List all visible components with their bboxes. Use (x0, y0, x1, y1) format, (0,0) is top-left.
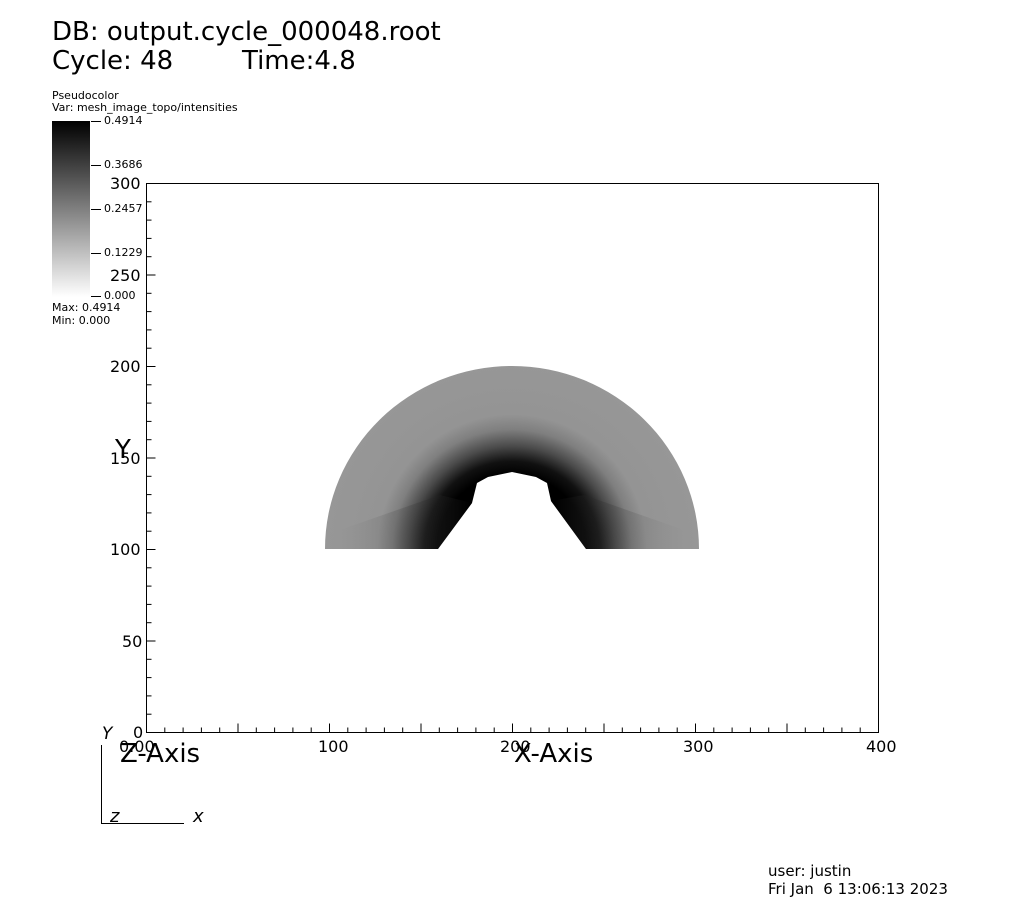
orientation-triad (101, 745, 184, 824)
legend-ticks (91, 121, 101, 297)
legend-tick-label: 0.3686 (104, 158, 143, 171)
y-tick-label: 200 (110, 357, 141, 376)
legend-color-bar (52, 121, 90, 297)
y-tick-label: 150 (110, 449, 141, 468)
legend-tick-label: 0.4914 (104, 114, 143, 127)
z-axis-title: Z-Axis (120, 739, 201, 769)
legend-plot-type: Pseudocolor (52, 89, 119, 102)
legend-tick-label: 0.1229 (104, 246, 143, 259)
triad-x-label: x (193, 806, 204, 827)
triad-y-label: Y (102, 724, 113, 744)
db-title: DB: output.cycle_000048.root (52, 17, 441, 47)
y-tick-label: 300 (110, 174, 141, 193)
time-label: Time:4.8 (242, 46, 356, 76)
x-tick-label: 100 (318, 737, 349, 756)
y-tick-label: 100 (110, 540, 141, 559)
legend-min: Min: 0.000 (52, 314, 111, 327)
triad-z-label: z (110, 806, 120, 827)
y-tick-label: 250 (110, 266, 141, 285)
datetime-label: Fri Jan 6 13:06:13 2023 (768, 880, 948, 898)
y-tick-label: 50 (122, 632, 143, 651)
legend-max: Max: 0.4914 (52, 301, 121, 314)
legend-tick-label: 0.2457 (104, 202, 143, 215)
data-shape (325, 366, 699, 549)
x-axis-ticks (146, 723, 879, 733)
user-label: user: justin (768, 862, 852, 880)
x-tick-label: 400 (866, 737, 897, 756)
y-axis-ticks (146, 183, 156, 733)
y-axis-title: Y (115, 435, 131, 465)
y-tick-label: 0 (133, 723, 144, 742)
x-tick-label: 0.00 (119, 737, 155, 756)
x-tick-label: 200 (500, 737, 531, 756)
legend-tick-label: 0.000 (104, 289, 136, 302)
cycle-label: Cycle: 48 (52, 46, 174, 76)
legend-variable: Var: mesh_image_topo/intensities (52, 101, 238, 114)
x-axis-title: X-Axis (514, 739, 594, 769)
x-tick-label: 300 (683, 737, 714, 756)
